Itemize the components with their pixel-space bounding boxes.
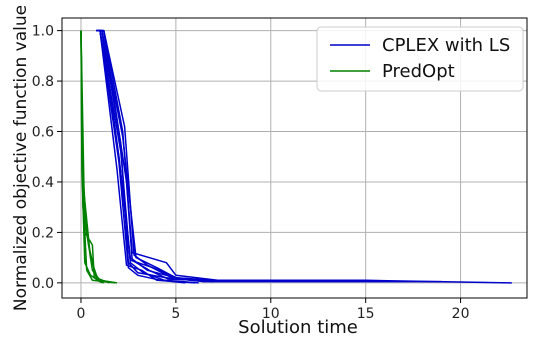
legend-label-predopt: PredOpt <box>382 61 455 82</box>
y-tick-label: 0.4 <box>32 175 54 191</box>
legend-box <box>316 26 524 92</box>
legend: CPLEX with LS PredOpt <box>316 26 524 92</box>
x-tick-label: 5 <box>171 306 180 322</box>
x-tick-label: 15 <box>357 306 375 322</box>
series-line-cplex-with-ls-5 <box>96 29 211 282</box>
x-axis-label: Solution time <box>238 317 358 338</box>
legend-label-cplex: CPLEX with LS <box>382 35 510 56</box>
x-tick-label: 0 <box>77 306 86 322</box>
x-tick-label: 20 <box>452 306 470 322</box>
series-lines <box>80 29 512 284</box>
series-line-cplex-with-ls-9 <box>96 29 199 284</box>
series-line-cplex-with-ls-8 <box>100 29 216 282</box>
y-axis-label: Normalized objective function value <box>11 5 31 311</box>
plot-frame <box>61 17 528 299</box>
y-tick-label: 0.2 <box>32 225 54 241</box>
y-tick-label: 0.6 <box>32 125 54 141</box>
y-tick-label: 0.0 <box>32 276 54 292</box>
axis-ticks: 0 5 10 15 20 0.0 0.2 0.4 0.6 0.8 1.0 <box>32 24 470 322</box>
y-tick-label: 0.8 <box>32 74 54 90</box>
series-line-predopt-15 <box>80 30 116 284</box>
series-line-predopt-14 <box>80 30 103 284</box>
x-tick-label: 10 <box>262 306 280 322</box>
y-tick-label: 1.0 <box>32 24 54 40</box>
